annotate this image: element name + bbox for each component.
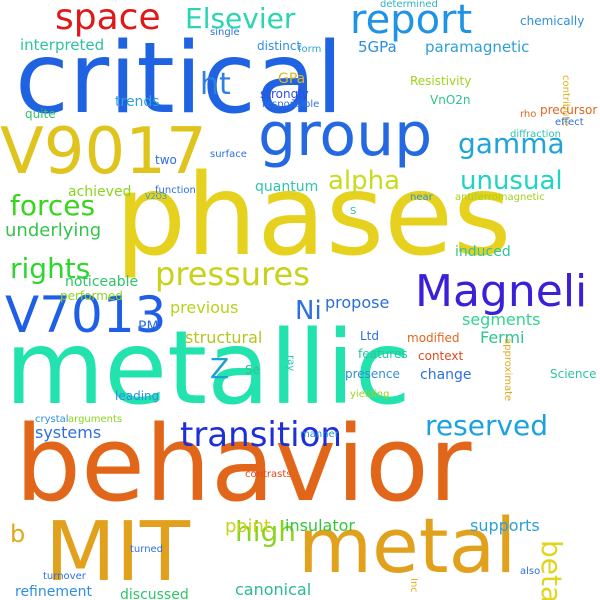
word-transition: transition bbox=[180, 415, 342, 455]
word-also: also bbox=[520, 566, 541, 577]
word-effect: effect bbox=[555, 117, 584, 128]
word-group: group bbox=[258, 100, 433, 170]
word-alpha: alpha bbox=[328, 166, 401, 196]
word-achieved: achieved bbox=[68, 184, 132, 200]
word-chemically: chemically bbox=[520, 14, 585, 28]
word-5gpa: 5GPa bbox=[358, 38, 397, 56]
word-induced: induced bbox=[455, 244, 511, 260]
word-structural: structural bbox=[185, 328, 263, 347]
word-crystal: crystal bbox=[35, 414, 69, 425]
word-magneli: Magneli bbox=[415, 266, 588, 317]
word-segments: segments bbox=[462, 310, 541, 329]
word-change: change bbox=[420, 367, 472, 383]
word-unusual: unusual bbox=[460, 166, 563, 196]
word-discussed: discussed bbox=[120, 587, 189, 600]
word-b: b bbox=[10, 520, 26, 548]
word-paramagnetic: paramagnetic bbox=[425, 38, 530, 56]
word-insulator: insulator bbox=[285, 516, 355, 535]
word-elsevier: Elsevier bbox=[185, 2, 296, 35]
word-leading: leading bbox=[115, 389, 160, 403]
word-noticeable: noticeable bbox=[65, 274, 139, 290]
word-quite: quite bbox=[25, 107, 56, 121]
word-modified: modified bbox=[407, 331, 460, 345]
word-context: context bbox=[418, 349, 464, 363]
word-surface: surface bbox=[210, 149, 247, 160]
word-function: function bbox=[155, 185, 196, 196]
word-critical: critical bbox=[15, 22, 344, 136]
word-s: S bbox=[350, 206, 357, 217]
word-fermi: Fermi bbox=[480, 328, 525, 347]
word-behavior: behavior bbox=[15, 403, 472, 525]
word-gpa: GPa bbox=[278, 71, 306, 87]
word-v9017: V9017 bbox=[0, 115, 207, 189]
word-report: report bbox=[350, 0, 473, 43]
word-pm: PM bbox=[138, 319, 159, 335]
word-responsible: responsible bbox=[262, 99, 320, 110]
word-v7013: V7013 bbox=[5, 286, 167, 344]
word-trends: trends bbox=[115, 94, 160, 110]
word-approximate: approximate bbox=[502, 338, 513, 402]
word-form: form bbox=[298, 44, 322, 55]
word-ht: ht bbox=[200, 67, 231, 102]
word-yielding: yielding bbox=[350, 389, 390, 400]
word-refinement: refinement bbox=[15, 584, 92, 600]
word-propose: propose bbox=[325, 293, 390, 312]
word-phases: phases bbox=[115, 151, 512, 281]
word-precursor: precursor bbox=[540, 103, 598, 117]
word-two: two bbox=[155, 153, 177, 167]
word-z: Z bbox=[210, 352, 230, 385]
word-gamma: gamma bbox=[458, 127, 565, 160]
word-performed: performed bbox=[60, 289, 123, 303]
word-metal: metal bbox=[298, 501, 517, 590]
word-turned: turned bbox=[130, 544, 164, 555]
word-high: high bbox=[235, 515, 297, 548]
word-science: Science bbox=[550, 367, 597, 381]
word-mit: MIT bbox=[45, 505, 191, 600]
word-metallic: metallic bbox=[5, 309, 411, 428]
word-rights: rights bbox=[10, 252, 91, 285]
word-presence: presence bbox=[345, 367, 400, 381]
word-se: Se bbox=[245, 363, 260, 377]
word-quantum: quantum bbox=[255, 179, 319, 195]
word-arguments: arguments bbox=[68, 414, 123, 425]
word-pressures: pressures bbox=[155, 255, 310, 293]
word-diffraction: diffraction bbox=[510, 129, 561, 140]
word-resistivity: Resistivity bbox=[410, 74, 472, 88]
word-reserved: reserved bbox=[425, 409, 549, 442]
word-manner: manner bbox=[300, 429, 339, 440]
word-ray: ray bbox=[285, 355, 296, 372]
word-forces: forces bbox=[10, 189, 96, 222]
word-single: single bbox=[210, 27, 240, 38]
word-canonical: canonical bbox=[235, 580, 312, 599]
word-point: point bbox=[225, 516, 271, 537]
word-turnover: turnover bbox=[43, 571, 86, 582]
word-inc: Inc bbox=[408, 578, 419, 593]
word-vno2n: VnO2n bbox=[430, 93, 471, 107]
word-strongly: strongly bbox=[260, 87, 309, 101]
word-beta: beta bbox=[535, 540, 568, 600]
word-underlying: underlying bbox=[5, 220, 102, 241]
word-v2o3: V2O3 bbox=[145, 192, 167, 201]
word-ni: Ni bbox=[295, 296, 322, 326]
word-features: features bbox=[358, 347, 408, 361]
word-distinct: distinct bbox=[257, 39, 302, 53]
word-contrasts: contrasts bbox=[245, 469, 292, 480]
word-near: near bbox=[410, 192, 433, 203]
word-interpreted: interpreted bbox=[20, 36, 105, 54]
word-supports: supports bbox=[470, 516, 540, 535]
word-rho: rho bbox=[520, 109, 537, 120]
word-antiferromagnetic: antiferromagnetic bbox=[455, 192, 545, 203]
word-ltd: Ltd bbox=[360, 329, 380, 343]
word-space: space bbox=[55, 0, 161, 38]
word-previous: previous bbox=[170, 298, 239, 317]
word-systems: systems bbox=[35, 423, 102, 442]
word-determined: determined bbox=[380, 0, 438, 10]
